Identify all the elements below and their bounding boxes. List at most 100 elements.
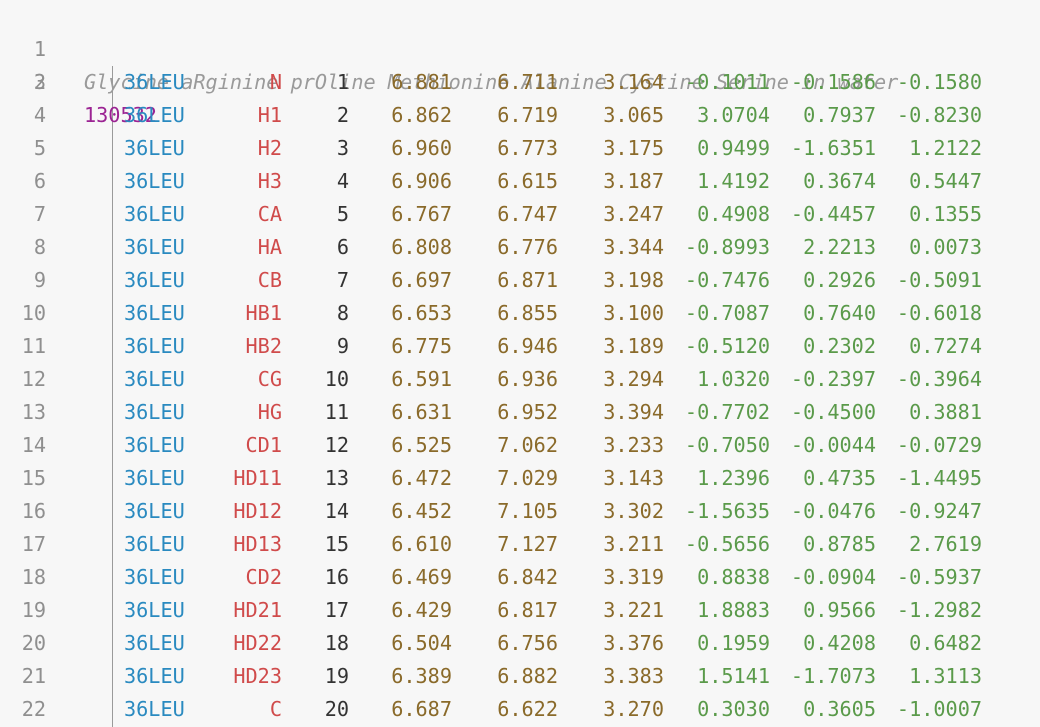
atom-line[interactable]: 10 36LEU HB1 8 6.653 6.855 3.100 -0.7087 0.7640-…: [0, 297, 1040, 330]
atom-name: HD22: [233, 631, 282, 655]
position-z: 3.198: [603, 268, 664, 292]
line-number: 17: [21, 532, 46, 556]
position-x: 6.525: [391, 433, 452, 457]
velocity-x: -0.7087: [684, 301, 770, 325]
velocity-x: -0.5656: [684, 532, 770, 556]
position-z: 3.164: [603, 70, 664, 94]
velocity-z: 1.2122: [909, 136, 982, 160]
atom-line[interactable]: 20 36LEU HD22 18 6.504 6.756 3.376 0.1959 0.4208…: [0, 627, 1040, 660]
atom-line[interactable]: 17 36LEU HD13 15 6.610 7.127 3.211 -0.5656 0.878…: [0, 528, 1040, 561]
position-z: 3.394: [603, 400, 664, 424]
velocity-z: 0.6482: [909, 631, 982, 655]
residue-name: 36LEU: [124, 565, 185, 589]
atom-number: 15: [324, 532, 349, 556]
residue-name: 36LEU: [124, 301, 185, 325]
position-y: 6.747: [497, 202, 558, 226]
position-y: 7.029: [497, 466, 558, 490]
position-x: 6.767: [391, 202, 452, 226]
line-number: 14: [21, 433, 46, 457]
atom-number: 13: [324, 466, 349, 490]
velocity-z: 0.5447: [909, 169, 982, 193]
line-number: 9: [33, 268, 46, 292]
position-y: 6.946: [497, 334, 558, 358]
velocity-z: -0.6018: [896, 301, 982, 325]
atom-number: 7: [336, 268, 349, 292]
position-z: 3.100: [603, 301, 664, 325]
atom-line[interactable]: 19 36LEU HD21 17 6.429 6.817 3.221 1.8883 0.9566…: [0, 594, 1040, 627]
atom-line[interactable]: 18 36LEU CD2 16 6.469 6.842 3.319 0.8838 -0.0904…: [0, 561, 1040, 594]
atom-line[interactable]: 5 36LEU H2 3 6.960 6.773 3.175 0.9499 -1.6351 1.2…: [0, 132, 1040, 165]
velocity-y: 0.7937: [803, 103, 876, 127]
atom-line[interactable]: 3 36LEU N 1 6.881 6.711 3.164 -0.1011 -0.1586 -0.…: [0, 66, 1040, 99]
position-x: 6.429: [391, 598, 452, 622]
atom-line[interactable]: 22 36LEU C 20 6.687 6.622 3.270 0.3030 0.3605 -1.…: [0, 693, 1040, 726]
position-y: 6.719: [497, 103, 558, 127]
velocity-z: -1.4495: [896, 466, 982, 490]
atom-name: CA: [257, 202, 282, 226]
atom-number: 9: [336, 334, 349, 358]
line-number: 7: [33, 202, 46, 226]
residue-name: 36LEU: [124, 400, 185, 424]
line-number: 22: [21, 697, 46, 721]
atom-line[interactable]: 11 36LEU HB2 9 6.775 6.946 3.189 -0.5120 0.2302 0…: [0, 330, 1040, 363]
position-z: 3.376: [603, 631, 664, 655]
position-z: 3.270: [603, 697, 664, 721]
editor-line[interactable]: 2 130532: [0, 33, 1040, 127]
atom-number: 5: [336, 202, 349, 226]
position-x: 6.687: [391, 697, 452, 721]
velocity-y: -0.0476: [790, 499, 876, 523]
atom-line[interactable]: 7 36LEU CA 5 6.767 6.747 3.247 0.4908 -0.4457 0.1…: [0, 198, 1040, 231]
velocity-y: -0.4500: [790, 400, 876, 424]
editor-line[interactable]: 1 Glycine aRginine prOline Methionine Al…: [0, 0, 1040, 94]
velocity-x: 1.2396: [697, 466, 770, 490]
position-x: 6.389: [391, 664, 452, 688]
position-x: 6.906: [391, 169, 452, 193]
atom-line[interactable]: 6 36LEU H3 4 6.906 6.615 3.187 1.4192 0.3674 0.54…: [0, 165, 1040, 198]
velocity-y: -0.2397: [790, 367, 876, 391]
atom-line[interactable]: 16 36LEU HD12 14 6.452 7.105 3.302 -1.5635 -0.04…: [0, 495, 1040, 528]
velocity-z: 0.1355: [909, 202, 982, 226]
atom-line[interactable]: 4 36LEU H1 2 6.862 6.719 3.065 3.0704 0.7937 -0.8…: [0, 99, 1040, 132]
position-y: 6.776: [497, 235, 558, 259]
atom-count: 130532: [84, 103, 157, 127]
velocity-z: 0.0073: [909, 235, 982, 259]
velocity-x: -1.5635: [684, 499, 770, 523]
atom-number: 19: [324, 664, 349, 688]
position-y: 6.855: [497, 301, 558, 325]
line-number: 15: [21, 466, 46, 490]
position-y: 6.756: [497, 631, 558, 655]
position-x: 6.653: [391, 301, 452, 325]
velocity-z: 0.7274: [909, 334, 982, 358]
atom-line[interactable]: 12 36LEU CG 10 6.591 6.936 3.294 1.0320 -0.2397-…: [0, 363, 1040, 396]
residue-name: 36LEU: [124, 367, 185, 391]
atom-name: CD2: [245, 565, 282, 589]
atom-line[interactable]: 8 36LEU HA 6 6.808 6.776 3.344 -0.8993 2.2213 0.0…: [0, 231, 1040, 264]
atom-line[interactable]: 13 36LEU HG 11 6.631 6.952 3.394 -0.7702 -0.4500…: [0, 396, 1040, 429]
position-x: 6.469: [391, 565, 452, 589]
atom-line[interactable]: 14 36LEU CD1 12 6.525 7.062 3.233 -0.7050 -0.004…: [0, 429, 1040, 462]
velocity-y: 2.2213: [803, 235, 876, 259]
atom-line[interactable]: 9 36LEU CB 7 6.697 6.871 3.198 -0.7476 0.2926 -0.…: [0, 264, 1040, 297]
line-number: 20: [21, 631, 46, 655]
velocity-x: 0.9499: [697, 136, 770, 160]
position-z: 3.247: [603, 202, 664, 226]
residue-name: 36LEU: [124, 103, 185, 127]
velocity-x: 0.8838: [697, 565, 770, 589]
residue-name: 36LEU: [124, 433, 185, 457]
velocity-z: -0.0729: [896, 433, 982, 457]
position-x: 6.775: [391, 334, 452, 358]
position-z: 3.233: [603, 433, 664, 457]
atom-name: HB1: [245, 301, 282, 325]
atom-number: 20: [324, 697, 349, 721]
atom-number: 10: [324, 367, 349, 391]
velocity-x: 1.8883: [697, 598, 770, 622]
atom-line[interactable]: 15 36LEU HD11 13 6.472 7.029 3.143 1.2396 0.4735…: [0, 462, 1040, 495]
indent-guide: [112, 66, 113, 727]
position-y: 6.842: [497, 565, 558, 589]
velocity-y: 0.4208: [803, 631, 876, 655]
residue-name: 36LEU: [124, 532, 185, 556]
atom-line[interactable]: 21 36LEU HD23 19 6.389 6.882 3.383 1.5141 -1.707…: [0, 660, 1040, 693]
position-z: 3.143: [603, 466, 664, 490]
velocity-x: -0.8993: [684, 235, 770, 259]
